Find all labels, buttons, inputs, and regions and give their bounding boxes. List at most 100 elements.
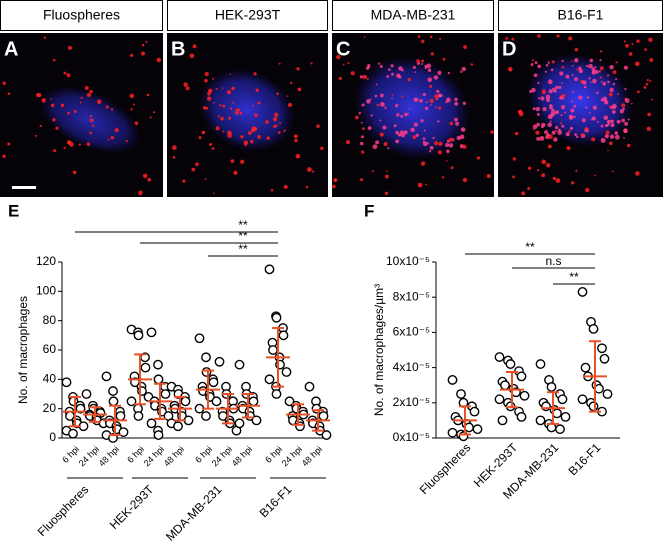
particle bbox=[430, 52, 434, 56]
particle bbox=[129, 53, 134, 58]
data-point bbox=[304, 381, 315, 392]
particle bbox=[89, 89, 93, 94]
particle bbox=[362, 127, 365, 131]
particle bbox=[145, 40, 148, 43]
data-point bbox=[146, 327, 157, 338]
particle bbox=[558, 128, 561, 132]
panel-letter: B bbox=[171, 38, 185, 60]
group-label: Fluospheres bbox=[35, 482, 92, 539]
data-point bbox=[118, 427, 129, 438]
particle bbox=[320, 146, 324, 151]
particle bbox=[614, 131, 619, 136]
particle bbox=[367, 65, 370, 69]
particle bbox=[257, 135, 261, 139]
particle bbox=[429, 98, 434, 104]
particle bbox=[574, 133, 578, 137]
particle bbox=[574, 47, 579, 52]
particle bbox=[243, 140, 249, 146]
particle bbox=[240, 135, 244, 139]
particle bbox=[527, 187, 531, 191]
particle bbox=[305, 185, 309, 189]
particle bbox=[576, 68, 579, 71]
particle bbox=[397, 133, 402, 137]
y-tick-label: 60 bbox=[43, 342, 57, 356]
particle bbox=[571, 181, 575, 185]
particle bbox=[434, 94, 439, 99]
particle bbox=[433, 141, 439, 146]
particle bbox=[429, 84, 433, 88]
particle bbox=[290, 81, 293, 85]
particle bbox=[537, 34, 541, 38]
particle bbox=[624, 87, 627, 91]
particle bbox=[232, 101, 235, 104]
particle bbox=[212, 192, 215, 195]
data-point bbox=[516, 371, 527, 382]
particle bbox=[438, 141, 443, 146]
particle bbox=[370, 114, 373, 117]
particle bbox=[537, 81, 540, 85]
particle bbox=[350, 71, 355, 76]
particle bbox=[254, 113, 258, 118]
particle bbox=[578, 95, 583, 100]
particle bbox=[542, 89, 546, 92]
data-point bbox=[133, 330, 144, 341]
particle bbox=[436, 89, 440, 94]
particle bbox=[643, 85, 647, 89]
particle bbox=[427, 77, 433, 83]
particle bbox=[395, 103, 399, 108]
particle bbox=[212, 77, 214, 80]
particle bbox=[554, 125, 559, 130]
particle bbox=[530, 63, 534, 67]
particle bbox=[536, 122, 540, 127]
header-label: Fluospheres bbox=[43, 7, 120, 23]
particle bbox=[359, 141, 364, 146]
particle bbox=[561, 65, 565, 69]
particle bbox=[540, 96, 545, 101]
data-point bbox=[494, 352, 505, 362]
particle bbox=[125, 139, 128, 143]
particle bbox=[338, 76, 342, 81]
particle bbox=[84, 86, 89, 91]
particle bbox=[60, 103, 65, 108]
particle bbox=[610, 119, 614, 123]
data-point bbox=[146, 418, 157, 429]
header-box bbox=[0, 0, 163, 31]
particle bbox=[551, 108, 555, 113]
particle bbox=[536, 136, 541, 141]
particle bbox=[599, 59, 602, 62]
particle bbox=[403, 130, 407, 133]
data-point bbox=[555, 424, 565, 435]
particle bbox=[147, 177, 152, 182]
particle bbox=[377, 62, 381, 65]
panel-letter: E bbox=[8, 201, 19, 220]
particle bbox=[230, 159, 235, 163]
panel-letter: D bbox=[502, 38, 516, 60]
header-label: B16-F1 bbox=[558, 7, 604, 23]
particle bbox=[586, 96, 590, 99]
particle bbox=[138, 190, 143, 196]
data-point bbox=[160, 389, 171, 399]
particle bbox=[279, 122, 282, 125]
particle bbox=[548, 89, 553, 94]
particle bbox=[156, 57, 162, 63]
particle bbox=[591, 70, 596, 74]
particle bbox=[2, 81, 6, 85]
data-point bbox=[599, 353, 610, 364]
particle bbox=[439, 37, 442, 40]
particle bbox=[571, 100, 574, 103]
particle bbox=[558, 85, 562, 90]
particle bbox=[50, 103, 55, 108]
particle bbox=[174, 46, 178, 50]
data-point bbox=[278, 330, 289, 341]
data-point bbox=[494, 394, 505, 405]
particle bbox=[604, 133, 609, 139]
particle bbox=[366, 77, 369, 81]
particle bbox=[270, 188, 274, 192]
panel-letter: C bbox=[336, 38, 350, 60]
particle bbox=[396, 73, 401, 78]
particle bbox=[396, 113, 400, 117]
particle bbox=[505, 37, 509, 40]
particle bbox=[408, 107, 411, 110]
data-point bbox=[580, 362, 591, 373]
data-point bbox=[201, 352, 211, 363]
